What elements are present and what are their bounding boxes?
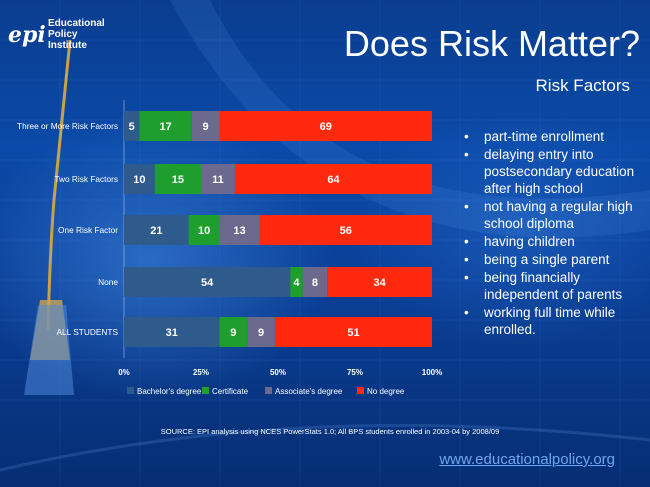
legend-swatch xyxy=(127,387,134,394)
risk-factor-item: delaying entry into postsecondary educat… xyxy=(460,146,650,197)
data-label: 69 xyxy=(320,121,332,133)
data-label: 21 xyxy=(150,225,162,237)
logo-line: Institute xyxy=(48,40,87,51)
bar-segment xyxy=(188,215,220,245)
risk-factor-item: having children xyxy=(460,233,650,250)
bar-segment xyxy=(290,267,303,297)
bar-segment xyxy=(247,317,275,347)
bar-segment xyxy=(219,317,248,347)
legend-label: Certificate xyxy=(212,387,249,396)
risk-factor-item: part-time enrollment xyxy=(460,128,650,145)
data-label: 15 xyxy=(172,174,184,186)
bar-segment xyxy=(302,267,328,297)
x-tick-label: 25% xyxy=(193,368,209,377)
x-tick-label: 75% xyxy=(347,368,363,377)
data-label: 54 xyxy=(201,277,214,289)
data-label: 64 xyxy=(327,174,340,186)
bar-segment xyxy=(274,317,432,347)
data-label: 9 xyxy=(203,121,209,133)
risk-factor-item: working full time while enrolled. xyxy=(460,304,650,338)
bar-segment xyxy=(327,267,432,297)
logo-line: Policy xyxy=(48,29,78,40)
category-label: One Risk Factor xyxy=(58,225,118,235)
bar-segment xyxy=(219,111,432,141)
x-tick-label: 50% xyxy=(270,368,286,377)
risk-factor-list: part-time enrollment delaying entry into… xyxy=(460,128,650,339)
bar-segment xyxy=(201,164,235,194)
slide-title: Does Risk Matter? xyxy=(343,23,640,64)
website-link[interactable]: www.educationalpolicy.org xyxy=(439,451,615,468)
source-note: SOURCE: EPI analysis using NCES PowerSta… xyxy=(160,427,500,436)
data-label: 9 xyxy=(258,327,264,339)
risk-factor-item: being financially independent of parents xyxy=(460,269,650,303)
legend-swatch xyxy=(265,387,272,394)
legend-label: Bachelor's degree xyxy=(137,387,202,396)
bar-segment xyxy=(219,215,260,245)
data-label: 4 xyxy=(293,277,300,289)
logo-mark: epi xyxy=(8,22,46,48)
bar-segment xyxy=(124,317,220,347)
data-label: 51 xyxy=(347,327,359,339)
bar-segment xyxy=(124,164,155,194)
data-label: 5 xyxy=(129,121,135,133)
data-label: 8 xyxy=(312,277,318,289)
bar-segment xyxy=(124,215,189,245)
bar-segment xyxy=(191,111,220,141)
legend-swatch xyxy=(357,387,364,394)
risk-factor-item: not having a regular high school diploma xyxy=(460,198,650,232)
legend-label: No degree xyxy=(367,387,405,396)
graduation-tassel-icon xyxy=(24,39,74,395)
slide-subtitle: Risk Factors xyxy=(535,76,630,95)
data-label: 56 xyxy=(340,225,352,237)
x-tick-label: 0% xyxy=(118,368,130,377)
legend-label: Associate's degree xyxy=(275,387,343,396)
bar-segment xyxy=(139,111,192,141)
category-label: Two Risk Factors xyxy=(54,174,118,184)
data-label: 9 xyxy=(230,327,236,339)
data-label: 17 xyxy=(159,121,171,133)
category-label: None xyxy=(98,277,118,287)
bar-segment xyxy=(124,267,291,297)
data-label: 31 xyxy=(166,327,178,339)
data-label: 11 xyxy=(212,174,224,186)
bar-segment xyxy=(259,215,432,245)
bar-segment xyxy=(234,164,432,194)
category-label: ALL STUDENTS xyxy=(57,327,119,337)
logo-text: Educational Policy Institute xyxy=(48,18,128,51)
legend-swatch xyxy=(202,387,209,394)
x-tick-label: 100% xyxy=(422,368,442,377)
logo-line: Educational xyxy=(48,18,105,29)
category-label: Three or More Risk Factors xyxy=(17,121,118,131)
data-label: 10 xyxy=(133,174,145,186)
logo: epi Educational Policy Institute xyxy=(8,12,128,56)
data-label: 13 xyxy=(233,225,245,237)
risk-factor-item: being a single parent xyxy=(460,251,650,268)
bar-segment xyxy=(124,111,140,141)
data-label: 10 xyxy=(198,225,210,237)
data-label: 34 xyxy=(374,277,387,289)
bar-segment xyxy=(154,164,201,194)
stacked-bar-chart: Three or More Risk Factors 5 17 9 69 Two Risk… xyxy=(17,100,442,396)
